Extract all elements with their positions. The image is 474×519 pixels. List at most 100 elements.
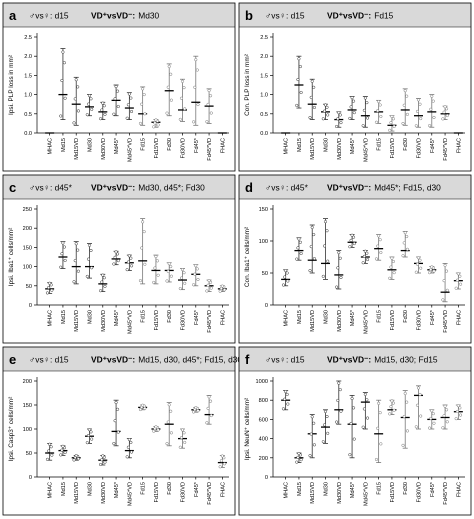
data-point <box>443 263 447 267</box>
data-group <box>191 406 201 414</box>
data-group <box>164 262 174 283</box>
data-point <box>431 412 435 416</box>
data-point <box>192 120 196 124</box>
y-tick-label: 200 <box>259 456 268 462</box>
data-point <box>296 77 300 82</box>
data-point <box>428 124 432 128</box>
data-point <box>389 121 393 125</box>
data-group <box>294 55 304 109</box>
data-point <box>405 400 409 404</box>
data-point <box>429 416 433 420</box>
data-point <box>116 259 120 263</box>
y-tick-label: 50 <box>262 271 268 277</box>
data-point <box>156 273 160 277</box>
y-tick-label: 0.5 <box>260 112 268 118</box>
data-point <box>178 445 182 449</box>
data-point <box>178 117 182 121</box>
data-point <box>48 281 52 285</box>
x-tick-label: Fd15VD <box>154 482 160 503</box>
data-point <box>63 450 67 455</box>
vd-comparison-value: Md15, d30; Fd15 <box>374 355 438 365</box>
data-point <box>376 244 380 248</box>
data-point <box>308 269 312 273</box>
data-group <box>217 284 227 293</box>
data-point <box>114 84 118 89</box>
data-point <box>155 259 159 263</box>
x-tick-label: Fd30VD <box>181 138 187 159</box>
data-group <box>71 241 81 285</box>
data-point <box>113 255 117 259</box>
data-point <box>178 287 182 291</box>
data-point <box>59 453 63 457</box>
data-point <box>459 282 463 286</box>
data-point <box>365 398 369 402</box>
data-group <box>71 76 81 126</box>
data-group <box>360 249 370 265</box>
data-point <box>352 242 356 246</box>
data-point <box>374 120 378 124</box>
data-group <box>98 273 108 293</box>
vd-comparison-key: VD⁺vsVD⁻: <box>327 355 371 365</box>
data-group <box>374 399 384 463</box>
data-point <box>445 269 449 273</box>
data-point <box>335 124 339 129</box>
x-tick-label: Md45*VD <box>127 138 133 162</box>
data-group <box>164 63 174 117</box>
data-point <box>414 425 418 429</box>
panel-letter: b <box>245 8 253 23</box>
data-group <box>281 269 291 287</box>
data-point <box>167 403 171 407</box>
data-point <box>87 94 92 98</box>
data-group <box>111 84 121 117</box>
data-point <box>90 107 94 111</box>
vd-comparison-label: VD⁺vsVD⁻: Md15, d30, d45*; Fd15, d30 <box>91 355 242 365</box>
data-point <box>430 94 434 98</box>
x-tick-label: Md45*VD <box>127 310 133 334</box>
header-background <box>3 347 235 371</box>
data-point <box>206 283 210 287</box>
data-point <box>416 256 421 260</box>
data-point <box>102 276 106 280</box>
data-point <box>141 87 145 91</box>
data-point <box>125 116 129 120</box>
x-tick-label: Fd30VD <box>417 138 423 159</box>
data-point <box>378 238 382 242</box>
data-point <box>325 414 329 419</box>
data-point <box>152 429 156 433</box>
data-point <box>390 399 394 403</box>
data-point <box>61 241 65 245</box>
data-point <box>113 419 117 423</box>
data-point <box>126 103 130 107</box>
data-point <box>85 113 89 117</box>
data-point <box>454 286 458 290</box>
data-point <box>298 240 302 244</box>
panel-frame <box>238 2 472 172</box>
data-group <box>204 279 214 293</box>
data-group <box>204 88 214 124</box>
data-point <box>419 117 423 121</box>
sex-comparison-label: ♂vs♀: d15 <box>265 11 305 21</box>
header-background <box>239 175 471 199</box>
data-point <box>179 96 184 100</box>
data-group <box>400 390 410 449</box>
data-group <box>45 442 55 461</box>
data-point <box>456 404 460 408</box>
data-point <box>154 118 158 122</box>
x-tick-label: Fd30 <box>403 310 409 323</box>
data-point <box>299 90 303 95</box>
x-tick-label: Fd30VD <box>181 310 187 331</box>
data-point <box>415 403 420 407</box>
y-tick-label: 2.0 <box>260 54 268 60</box>
data-point <box>403 391 407 396</box>
data-group <box>124 254 134 272</box>
data-group <box>98 454 108 467</box>
data-point <box>102 104 106 108</box>
data-point <box>348 245 352 249</box>
x-tick-label: FHAC <box>456 310 462 325</box>
data-point <box>309 432 313 436</box>
data-point <box>445 408 449 412</box>
data-group <box>178 78 187 122</box>
y-tick-label: 0 <box>29 475 32 481</box>
data-point <box>101 101 105 105</box>
y-tick-label: 800 <box>259 398 268 404</box>
